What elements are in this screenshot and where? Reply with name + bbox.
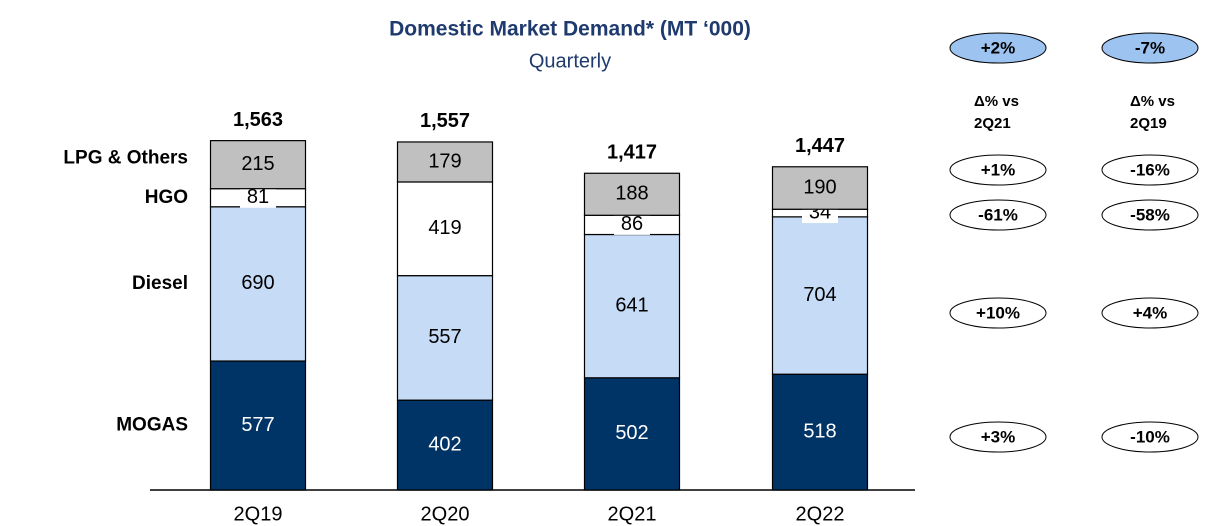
series-change: -58%: [1130, 205, 1170, 224]
bar-segment: [396, 399, 494, 491]
series-change: +4%: [1133, 303, 1168, 322]
total-change-oval: [949, 32, 1047, 64]
series-change-oval: [1101, 199, 1199, 231]
total-label: 1,563: [233, 109, 283, 131]
bar-segment: [396, 141, 494, 183]
series-change: +1%: [981, 160, 1016, 179]
bar-segment: [583, 172, 681, 216]
chart-subtitle: Quarterly: [529, 50, 611, 72]
bar-segment: [209, 140, 307, 190]
bar-segment: [771, 216, 869, 375]
label-bg: [240, 187, 276, 208]
value-label: 86: [621, 213, 643, 235]
series-change-oval: [949, 421, 1047, 453]
x-tick-label: 2Q19: [234, 503, 283, 525]
change-header: 2Q19: [1130, 115, 1167, 132]
value-label: 179: [428, 150, 461, 172]
series-change-oval: [949, 297, 1047, 329]
bar-segment: [396, 181, 494, 277]
x-tick-label: 2Q20: [421, 503, 470, 525]
value-label: 502: [615, 422, 648, 444]
series-change-oval: [1101, 421, 1199, 453]
bar-segment: [583, 233, 681, 379]
change-header: Δ% vs: [1130, 93, 1175, 110]
total-label: 1,447: [795, 135, 845, 157]
series-change: +10%: [976, 303, 1020, 322]
legend-label: Diesel: [132, 273, 188, 294]
total-label: 1,557: [420, 110, 470, 132]
value-label: 188: [615, 183, 648, 205]
series-change: -16%: [1130, 160, 1170, 179]
total-change: +2%: [981, 38, 1016, 57]
legend-label: LPG & Others: [63, 148, 188, 169]
x-tick-label: 2Q21: [608, 503, 657, 525]
value-label: 690: [241, 272, 274, 294]
value-label: 81: [247, 186, 269, 208]
total-label: 1,417: [607, 142, 657, 164]
bar-segment: [209, 206, 307, 362]
bar-segment: [396, 275, 494, 401]
bar-segment: [583, 377, 681, 491]
total-change-oval: [1101, 32, 1199, 64]
value-label: 190: [803, 176, 836, 198]
value-label: 557: [428, 326, 461, 348]
value-label: 641: [615, 294, 648, 316]
series-change-oval: [1101, 154, 1199, 186]
series-change: +3%: [981, 427, 1016, 446]
series-change: -10%: [1130, 427, 1170, 446]
chart-title: Domestic Market Demand* (MT ‘000): [389, 18, 751, 41]
bar-segment: [209, 360, 307, 491]
label-bg: [614, 214, 650, 235]
value-label: 577: [241, 414, 274, 436]
value-label: 402: [428, 433, 461, 455]
bar-segment: [771, 373, 869, 491]
value-label: 518: [803, 420, 836, 442]
legend-label: MOGAS: [116, 415, 188, 436]
series-change-oval: [949, 199, 1047, 231]
change-header: 2Q21: [974, 115, 1011, 132]
series-change: -61%: [978, 205, 1018, 224]
value-label: 215: [241, 153, 274, 175]
value-label: 419: [428, 217, 461, 239]
series-change-oval: [949, 154, 1047, 186]
legend-label: HGO: [145, 187, 188, 208]
series-change-oval: [1101, 297, 1199, 329]
change-header: Δ% vs: [974, 93, 1019, 110]
bar-segment: [771, 166, 869, 210]
x-tick-label: 2Q22: [796, 503, 845, 525]
total-change: -7%: [1135, 38, 1165, 57]
value-label: 704: [803, 284, 836, 306]
